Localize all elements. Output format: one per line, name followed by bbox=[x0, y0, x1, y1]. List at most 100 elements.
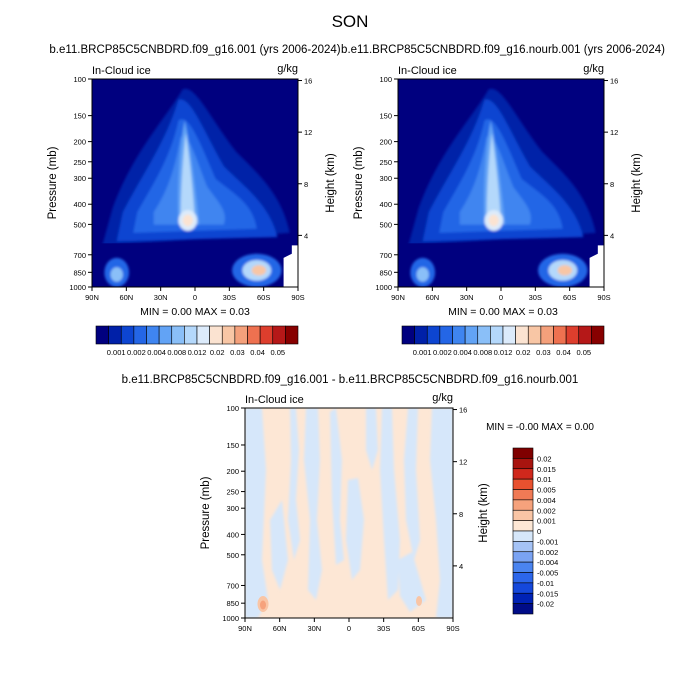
y-tick-label: 400 bbox=[73, 200, 86, 209]
y-tick-label: 100 bbox=[379, 75, 392, 84]
colorbar-swatch bbox=[512, 572, 534, 584]
y-tick-label: 300 bbox=[73, 174, 86, 183]
colorbar-swatch bbox=[414, 325, 428, 345]
colorbar-swatch bbox=[120, 325, 135, 345]
colorbar-swatch bbox=[512, 478, 534, 490]
positive-anomaly bbox=[416, 596, 422, 606]
y-tick-label: 700 bbox=[73, 251, 86, 260]
y-tick-label: 150 bbox=[73, 112, 86, 121]
colorbar-swatch bbox=[490, 325, 504, 345]
colorbar-swatch bbox=[512, 582, 534, 594]
colorbar-swatch bbox=[209, 325, 223, 345]
panel-difference: b.e11.BRCP85C5CNBDRD.f09_g16.001 - b.e11… bbox=[122, 374, 595, 633]
colorbar-label: 0.05 bbox=[270, 348, 285, 357]
x-tick-label: 90S bbox=[291, 293, 304, 302]
x-tick-label: 60S bbox=[257, 293, 270, 302]
variable-label: In-Cloud ice bbox=[398, 65, 457, 77]
y-right-tick-label: 16 bbox=[610, 77, 618, 86]
colorbar-label: 0.008 bbox=[473, 348, 492, 357]
y-tick-label: 700 bbox=[379, 251, 392, 260]
colorbar-swatch bbox=[512, 592, 534, 604]
y-tick-label: 500 bbox=[226, 551, 239, 560]
colorbar-label: 0.002 bbox=[537, 506, 556, 515]
colorbar-swatch bbox=[515, 325, 529, 345]
colorbar-swatch bbox=[527, 325, 542, 345]
colorbar-swatch bbox=[502, 325, 516, 345]
x-tick-label: 60S bbox=[563, 293, 576, 302]
contour-field bbox=[398, 79, 604, 287]
units-label: g/kg bbox=[432, 392, 453, 404]
x-tick-label: 30S bbox=[529, 293, 542, 302]
colorbar-swatch bbox=[477, 325, 491, 345]
contour-level bbox=[488, 214, 499, 227]
y-tick-label: 500 bbox=[379, 220, 392, 229]
y-axis-label: Pressure (mb) bbox=[200, 476, 212, 549]
y-right-tick-label: 4 bbox=[610, 231, 614, 240]
colorbar-swatch bbox=[272, 325, 286, 345]
colorbar-swatch bbox=[439, 325, 453, 345]
colorbar-label: -0.02 bbox=[537, 600, 554, 609]
x-tick-label: 90N bbox=[391, 293, 405, 302]
colorbar-label: 0.004 bbox=[147, 348, 166, 357]
colorbar-label: 0.04 bbox=[556, 348, 571, 357]
colorbar-swatch bbox=[512, 561, 534, 573]
colorbar-swatch bbox=[221, 325, 236, 345]
colorbar-swatch bbox=[512, 468, 534, 480]
colorbar-label: 0.012 bbox=[494, 348, 513, 357]
colorbar-swatch bbox=[426, 325, 441, 345]
y-tick-label: 300 bbox=[379, 174, 392, 183]
figure-title: SON bbox=[332, 12, 369, 31]
y-right-tick-label: 12 bbox=[610, 128, 618, 137]
variable-label: In-Cloud ice bbox=[245, 394, 304, 406]
negative-anomaly-region bbox=[245, 408, 453, 618]
x-tick-label: 90N bbox=[85, 293, 99, 302]
colorbar-swatch bbox=[146, 325, 160, 345]
colorbar-label: 0.012 bbox=[188, 348, 207, 357]
colorbar-swatch bbox=[512, 509, 534, 521]
y-tick-label: 300 bbox=[226, 504, 239, 513]
y-tick-label: 150 bbox=[379, 112, 392, 121]
y-right-tick-label: 8 bbox=[459, 510, 463, 519]
colorbar-swatch bbox=[95, 325, 109, 345]
y-tick-label: 1000 bbox=[222, 614, 239, 623]
contour-level bbox=[251, 265, 267, 276]
colorbar-swatch bbox=[512, 499, 534, 511]
x-tick-label: 60N bbox=[119, 293, 133, 302]
colorbar-swatch bbox=[158, 325, 173, 345]
colorbar-swatch bbox=[512, 489, 534, 501]
x-tick-label: 90S bbox=[597, 293, 610, 302]
contour-level bbox=[416, 267, 429, 282]
colorbar-label: 0.03 bbox=[536, 348, 551, 357]
colorbar-label: 0.004 bbox=[453, 348, 472, 357]
x-tick-label: 30S bbox=[223, 293, 236, 302]
colorbar-swatch bbox=[591, 325, 605, 345]
y-axis-label: Pressure (mb) bbox=[353, 146, 365, 219]
colorbar-swatch bbox=[259, 325, 274, 345]
panel-title: b.e11.BRCP85C5CNBDRD.f09_g16.001 - b.e11… bbox=[122, 374, 579, 386]
colorbar-label: 0 bbox=[537, 527, 541, 536]
colorbar-label: 0.015 bbox=[537, 465, 556, 474]
positive-anomaly bbox=[260, 600, 266, 610]
y-axis-label: Pressure (mb) bbox=[47, 146, 59, 219]
colorbar-swatch bbox=[133, 325, 147, 345]
colorbar-swatch bbox=[512, 530, 534, 542]
colorbar-swatch bbox=[285, 325, 299, 345]
variable-label: In-Cloud ice bbox=[92, 65, 151, 77]
colorbar-label: 0.02 bbox=[516, 348, 531, 357]
panel-case1: b.e11.BRCP85C5CNBDRD.f09_g16.001 (yrs 20… bbox=[47, 44, 341, 357]
colorbar-label: 0.04 bbox=[250, 348, 265, 357]
units-label: g/kg bbox=[583, 63, 604, 75]
colorbar-swatch bbox=[512, 458, 534, 470]
x-tick-label: 30N bbox=[460, 293, 474, 302]
y-tick-label: 200 bbox=[73, 138, 86, 147]
colorbar-swatch bbox=[171, 325, 185, 345]
y-tick-label: 850 bbox=[379, 268, 392, 277]
y-right-tick-label: 4 bbox=[459, 562, 463, 571]
contour-level bbox=[182, 214, 193, 227]
colorbar-label: -0.01 bbox=[537, 579, 554, 588]
colorbar-label: -0.005 bbox=[537, 569, 558, 578]
y-tick-label: 200 bbox=[226, 467, 239, 476]
colorbar-swatch bbox=[565, 325, 580, 345]
colorbar-swatch bbox=[512, 551, 534, 563]
y-right-axis-label: Height (km) bbox=[325, 153, 337, 213]
